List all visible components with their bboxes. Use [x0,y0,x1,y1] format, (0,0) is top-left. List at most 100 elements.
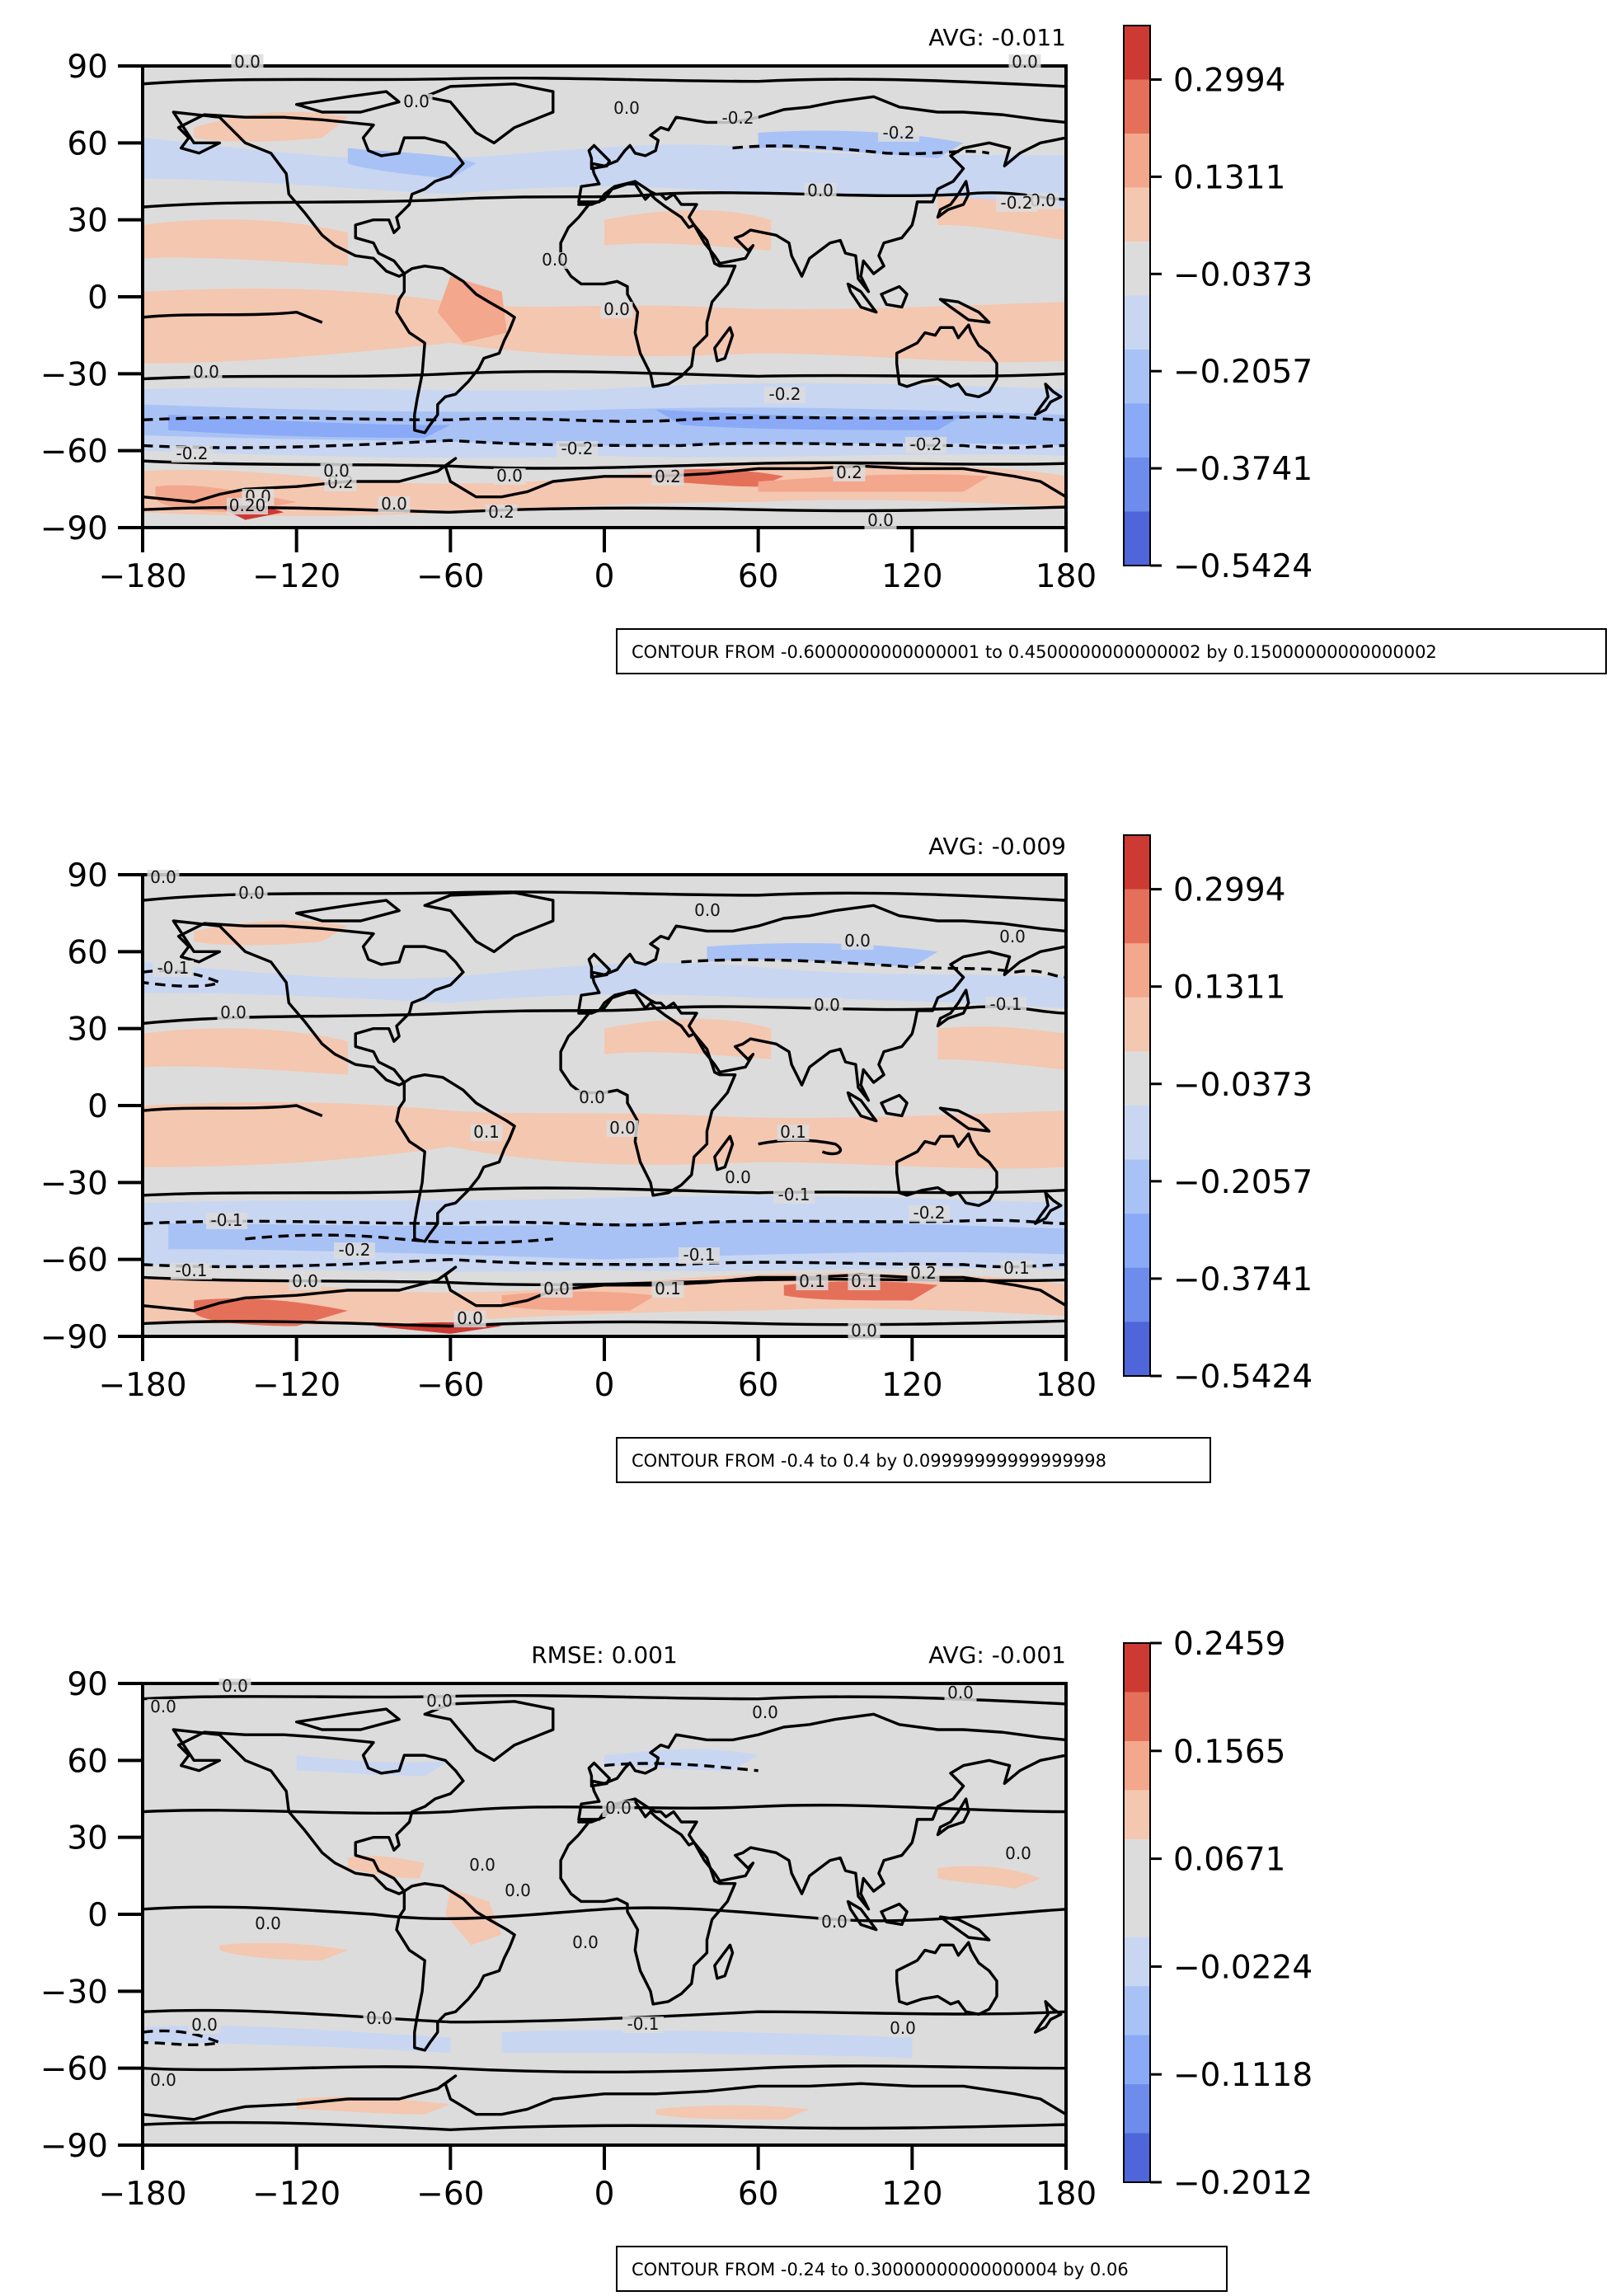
colorbar-tick-label: −0.5424 [1173,1359,1313,1396]
x-tick-label: 120 [881,558,942,595]
y-tick-label: −90 [40,1319,108,1356]
contour-label-bg [575,1090,608,1106]
contour-label-bg [622,2017,664,2033]
y-tick-label: 60 [67,125,108,162]
contour-label-bg [602,1801,635,1817]
colorbar-segment [1124,1838,1150,1889]
contour-label: 0.1 [655,1279,681,1298]
colorbar-tick-label: 0.1311 [1173,970,1285,1007]
contour-label-bg [147,2073,180,2089]
contour-label: 0.0 [851,1321,877,1341]
contour-label: 0.0 [694,900,721,920]
contour-label: 0.0 [613,98,640,118]
y-tick-label: −30 [40,1974,108,2011]
x-tick-label: −60 [416,558,484,595]
contour-label: 0.0 [191,2015,218,2035]
x-tick-label: −120 [252,558,341,595]
colorbar-segment [1124,2133,1150,2183]
colorbar-segment [1124,1322,1150,1377]
contour-label: 0.0 [821,1912,848,1932]
contour-label-bg [810,998,843,1014]
contour-label: 0.0 [543,1279,570,1298]
colorbar-segment [1124,1643,1150,1693]
contour-label: 0.0 [867,510,894,530]
colorbar-segment [1124,458,1150,512]
contour-label-bg [188,2017,221,2034]
contour-label-bg [400,94,433,110]
colorbar-tick-label: −0.2012 [1173,2165,1313,2202]
colorbar-tick-label: 0.2994 [1173,63,1285,100]
contour-label-bg [864,513,897,529]
contour-label-bg [600,302,633,318]
colorbar-segment [1124,1159,1150,1214]
contour-label-bg [804,183,837,200]
x-tick-label: 0 [594,558,615,595]
contour-label: 0.2 [655,467,681,486]
contour-label-bg [363,2011,396,2027]
colorbar-tick-label: −0.1118 [1173,2057,1313,2094]
contour-note-box [616,1437,1211,1483]
x-tick-label: −180 [98,558,186,595]
contour-label: 0.0 [469,1855,496,1875]
contour-label: 0.0 [999,927,1026,946]
contour-label: -0.1 [210,1210,242,1230]
contour-label: 0.0 [381,494,407,514]
x-tick-label: 180 [1036,2176,1097,2213]
contour-label-bg [985,997,1026,1013]
panel-middle: AVG: -0.009 [141,833,1068,1338]
contour-label: 0.0 [844,931,871,951]
contour-label-bg [1000,1261,1033,1277]
contour-label: 0.0 [193,362,219,382]
contour-note: CONTOUR FROM -0.4 to 0.4 by 0.0999999999… [632,1451,1106,1471]
x-tick-label: −120 [252,2176,341,2213]
contour-note: CONTOUR FROM -0.6000000000000001 to 0.45… [632,642,1437,662]
contour-label-bg [907,1265,940,1282]
colorbar-segment [1124,1740,1150,1791]
avg-label: AVG: -0.009 [928,833,1066,860]
contour-label-bg [171,1263,212,1279]
y-tick-label: 90 [67,857,108,894]
colorbar-segment [1124,1267,1150,1322]
colorbar-segment [1124,1692,1150,1742]
contour-label: 0.0 [403,92,430,111]
x-tick-label: 180 [1036,1367,1097,1404]
colorbar-frame [1123,1642,1151,2183]
contour-label-bg [485,505,518,521]
contour-label: -0.1 [175,1261,207,1280]
colorbar-tick-label: −0.3741 [1173,451,1313,488]
colorbar-tick-label: −0.2057 [1173,354,1313,391]
colorbar-tick-label: 0.1311 [1173,159,1285,196]
y-tick-label: 30 [67,203,108,240]
contour-label: -0.2 [721,108,754,128]
colorbar-segment [1124,1051,1150,1106]
contour-label-bg [466,1857,499,1874]
x-tick-label: 60 [738,558,779,595]
contour-label: 0.0 [752,1702,778,1722]
colorbar-segment [1124,1214,1150,1269]
contour-label-bg [909,1205,950,1222]
contour-label-bg [905,437,946,453]
colorbar-segment [1124,997,1150,1052]
contour-label: -0.2 [882,123,914,143]
y-tick-label: 90 [67,1666,108,1703]
contour-label: -0.2 [909,434,942,454]
contour-label: 0.0 [1012,52,1038,72]
contour-label-bg [878,125,919,142]
contour-label-bg [470,1125,503,1141]
contour-label: 0.0 [579,1087,605,1107]
x-tick-label: −180 [98,2176,186,2213]
colorbar-tick-label: −0.3741 [1173,1261,1313,1298]
x-tick-label: 0 [594,1367,615,1404]
contour-label: 0.0 [814,995,840,1015]
y-tick-label: 0 [87,1897,108,1934]
y-tick-label: 30 [67,1012,108,1049]
colorbar-segment [1124,187,1150,242]
colorbar-frame [1123,25,1151,566]
contour-note: CONTOUR FROM -0.24 to 0.3000000000000000… [632,2260,1129,2280]
colorbar-tick-label: 0.2459 [1173,1626,1285,1663]
contour-label-bg [886,2021,919,2037]
contour-label: 0.0 [234,52,261,72]
colorbar-segment [1124,26,1150,80]
contour-label: 0.0 [807,181,834,200]
